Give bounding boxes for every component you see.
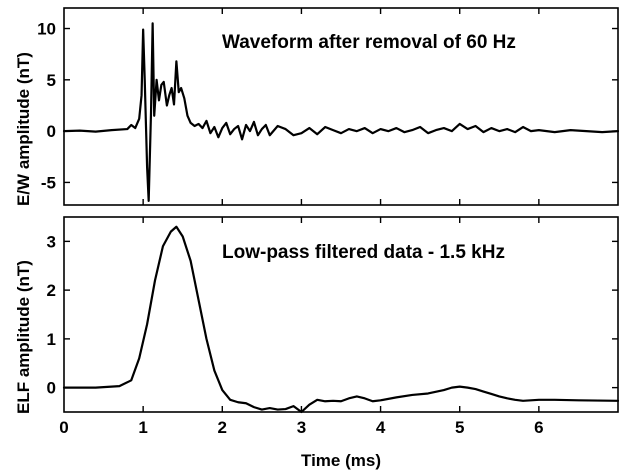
y-tick-label-bottom: 1 [47,330,56,349]
y-tick-label-top: -5 [41,173,56,192]
x-tick-label: 4 [376,418,386,437]
y-tick-label-top: 0 [47,122,56,141]
y-tick-label-bottom: 3 [47,232,56,251]
x-tick-label: 1 [138,418,147,437]
x-tick-label: 2 [218,418,227,437]
y-tick-label-top: 5 [47,71,56,90]
x-tick-label: 5 [455,418,464,437]
series-line-elf [62,225,619,414]
x-tick-label: 3 [297,418,306,437]
x-tick-label: 6 [534,418,543,437]
series-line-ew [62,22,619,202]
y-tick-label-bottom: 0 [47,379,56,398]
plot-frame-top [63,7,619,206]
y-tick-label-bottom: 2 [47,281,56,300]
x-axis-title: Time (ms) [301,451,381,470]
y-axis-title-top: E/W amplitude (nT) [14,52,33,206]
x-tick-label: 0 [59,418,68,437]
y-tick-label-top: 10 [37,20,56,39]
tick-label-group-bottom: 0 1 2 3 0 1 2 3 4 5 6 [47,232,544,437]
plot-frame-bottom [63,216,619,413]
panel-title-bottom: Low-pass filtered data - 1.5 kHz [222,242,505,263]
tick-label-group-top: -5 0 5 10 [37,20,56,193]
panel-bottom-elf-waveform: 0 1 2 3 0 1 2 3 4 5 6 Low-pass filtered data - 1.5… [14,216,619,470]
y-axis-title-bottom: ELF amplitude (nT) [14,260,33,414]
panel-top-ew-waveform: -5 0 5 10 Waveform after removal of 60 Hz E… [14,7,619,206]
panel-title-top: Waveform after removal of 60 Hz [222,32,516,53]
